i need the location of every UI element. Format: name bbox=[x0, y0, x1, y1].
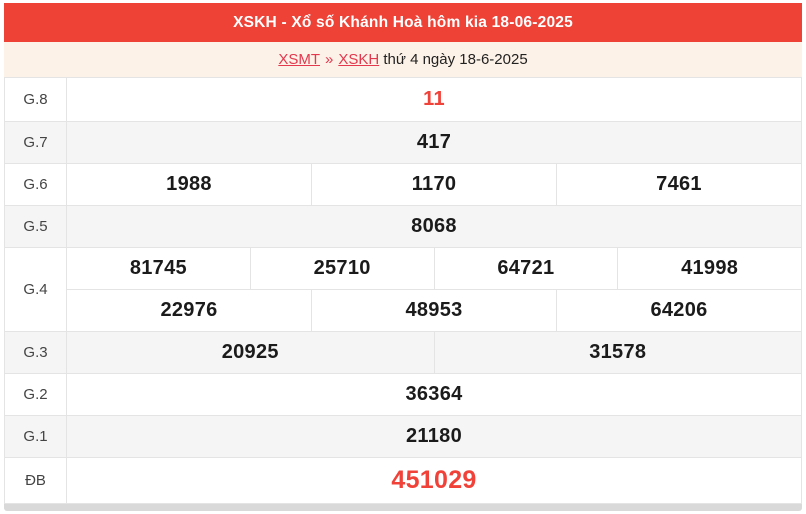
prize-value: 22976 bbox=[66, 289, 312, 332]
prize-value: 31578 bbox=[433, 331, 802, 374]
prize-value: 451029 bbox=[66, 457, 802, 504]
prize-value: 1170 bbox=[311, 163, 557, 206]
prize-label-g7: G.7 bbox=[4, 121, 67, 164]
prize-row-g8: G.8 11 bbox=[4, 77, 802, 122]
breadcrumb-separator: » bbox=[324, 51, 334, 68]
prize-value: 21180 bbox=[66, 415, 802, 458]
prize-value: 7461 bbox=[556, 163, 802, 206]
prize-value: 11 bbox=[66, 77, 802, 122]
prize-row-g4-bottom: 22976 48953 64206 bbox=[5, 289, 802, 332]
prize-value: 417 bbox=[66, 121, 802, 164]
prize-row-g6: G.6 1988 1170 7461 bbox=[4, 163, 802, 206]
prize-value: 64206 bbox=[556, 289, 802, 332]
prize-value: 25710 bbox=[249, 247, 435, 290]
prize-value: 48953 bbox=[311, 289, 557, 332]
prize-row-g7: G.7 417 bbox=[4, 121, 802, 164]
prize-value: 1988 bbox=[66, 163, 312, 206]
prize-row-db: ĐB 451029 bbox=[4, 457, 802, 504]
breadcrumb-date: thứ 4 ngày 18-6-2025 bbox=[379, 51, 528, 68]
prize-row-g1: G.1 21180 bbox=[4, 415, 802, 458]
breadcrumb-link-xskh[interactable]: XSKH bbox=[338, 51, 380, 68]
prize-label-g4: G.4 bbox=[4, 247, 67, 332]
prize-value: 36364 bbox=[66, 373, 802, 416]
card-bottom-shadow bbox=[4, 504, 802, 511]
prize-label-g3: G.3 bbox=[4, 331, 67, 374]
breadcrumb-link-xsmt[interactable]: XSMT bbox=[278, 51, 320, 68]
prize-row-g2: G.2 36364 bbox=[4, 373, 802, 416]
prize-row-g3: G.3 20925 31578 bbox=[4, 331, 802, 374]
prize-label-g1: G.1 bbox=[4, 415, 67, 458]
page-title: XSKH - Xổ số Khánh Hoà hôm kia 18-06-202… bbox=[4, 3, 802, 42]
prize-value: 20925 bbox=[66, 331, 435, 374]
prize-label-g2: G.2 bbox=[4, 373, 67, 416]
prize-value: 8068 bbox=[66, 205, 802, 248]
prize-value: 64721 bbox=[433, 247, 619, 290]
prize-label-db: ĐB bbox=[4, 457, 67, 504]
prize-label-g5: G.5 bbox=[4, 205, 67, 248]
prize-row-g4-top: G.4 81745 25710 64721 41998 bbox=[4, 247, 802, 332]
lottery-results-table: G.8 11 G.7 417 G.6 1988 1170 7461 G.5 80… bbox=[4, 77, 802, 504]
prize-row-g5: G.5 8068 bbox=[4, 205, 802, 248]
prize-value: 41998 bbox=[617, 247, 802, 290]
prize-label-g6: G.6 bbox=[4, 163, 67, 206]
prize-value: 81745 bbox=[66, 247, 251, 290]
prize-label-g8: G.8 bbox=[4, 77, 67, 122]
breadcrumb: XSMT» XSKH thứ 4 ngày 18-6-2025 bbox=[4, 42, 802, 77]
